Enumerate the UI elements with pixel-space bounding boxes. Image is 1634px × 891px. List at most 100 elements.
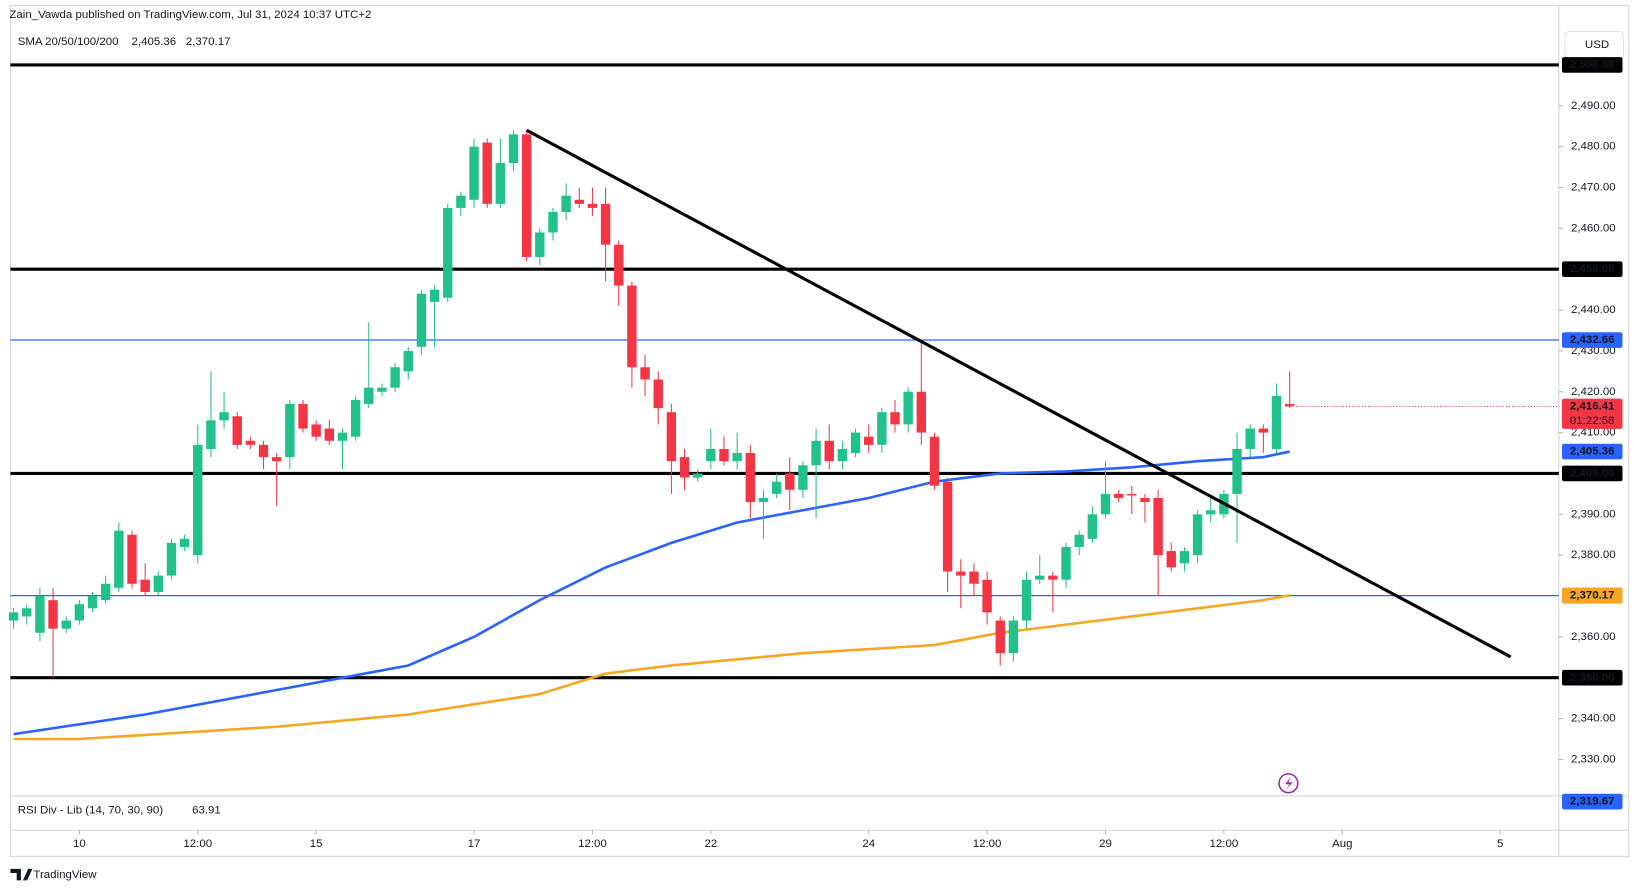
indicator-badge-label: 2,319.67 bbox=[1570, 796, 1615, 808]
y-tick-label: 2,390.00 bbox=[1571, 508, 1616, 520]
candle-body bbox=[535, 232, 545, 257]
candle-body bbox=[285, 404, 295, 458]
candle-body bbox=[666, 412, 677, 462]
x-tick-label: 12:00 bbox=[578, 838, 607, 850]
price-line-badge-label: 2,500.00 bbox=[1570, 59, 1615, 71]
candle-body bbox=[1140, 497, 1150, 503]
candle-body bbox=[863, 436, 874, 445]
candle-body bbox=[206, 420, 216, 449]
candle-body bbox=[258, 444, 269, 458]
candle-body bbox=[456, 195, 466, 208]
sma-line bbox=[13, 594, 1290, 741]
candle-body bbox=[916, 391, 927, 433]
candle-body bbox=[719, 448, 729, 462]
candle-body bbox=[232, 416, 242, 445]
candle-body bbox=[324, 428, 335, 441]
candle-body bbox=[403, 350, 413, 372]
frame bbox=[9, 4, 1630, 857]
candle-body bbox=[574, 199, 584, 204]
candle-body bbox=[193, 444, 203, 556]
candle-body bbox=[179, 538, 190, 548]
candle-body bbox=[495, 162, 506, 204]
candle-body bbox=[1035, 575, 1045, 580]
candle-body bbox=[929, 436, 940, 486]
candle-body bbox=[995, 620, 1005, 654]
candle-body bbox=[837, 448, 848, 462]
candle-body bbox=[798, 465, 808, 490]
candle-body bbox=[679, 457, 690, 478]
y-tick-label: 2,380.00 bbox=[1571, 549, 1616, 561]
candle-body bbox=[8, 612, 19, 621]
alert-icon[interactable] bbox=[1278, 773, 1299, 794]
candle-body bbox=[74, 604, 85, 621]
candle-body bbox=[640, 367, 650, 380]
trendline bbox=[525, 128, 1512, 659]
candle-body bbox=[272, 457, 282, 462]
candle-body bbox=[1232, 448, 1242, 494]
candle-body bbox=[377, 387, 387, 392]
candle-body bbox=[653, 379, 663, 409]
candle-body bbox=[1008, 620, 1019, 654]
candle-body bbox=[1127, 493, 1137, 496]
brand-logo bbox=[10, 868, 33, 881]
x-tick-label: 12:00 bbox=[183, 838, 212, 850]
y-tick-label: 2,480.00 bbox=[1571, 141, 1616, 153]
candle-body bbox=[942, 481, 953, 572]
price-line-badge bbox=[1561, 332, 1623, 348]
candle-body bbox=[1021, 579, 1032, 621]
candle-body bbox=[877, 412, 887, 445]
y-tick-label: 2,470.00 bbox=[1571, 182, 1616, 194]
candle-body bbox=[87, 596, 98, 609]
price-line-badge-label: 2,432.66 bbox=[1570, 334, 1615, 346]
indicator-label: SMA 20/50/100/200 bbox=[18, 36, 119, 48]
candle-body bbox=[469, 146, 479, 200]
candle-body bbox=[1179, 551, 1190, 564]
candle-body bbox=[22, 608, 32, 617]
candle-body bbox=[311, 424, 321, 437]
sma-line bbox=[13, 450, 1290, 736]
brand: TradingView bbox=[33, 869, 97, 881]
candle-body bbox=[1153, 497, 1163, 556]
candle-body bbox=[1048, 575, 1058, 580]
candle-body bbox=[127, 534, 137, 584]
sma-badge bbox=[1561, 443, 1623, 460]
candle-body bbox=[521, 134, 532, 257]
candle-body bbox=[956, 571, 966, 576]
y-tick-label: 2,340.00 bbox=[1571, 713, 1616, 725]
price-line-badge bbox=[1561, 669, 1623, 686]
x-tick-label: 10 bbox=[73, 838, 86, 850]
countdown: 01:22:58 bbox=[1570, 415, 1615, 427]
candle-body bbox=[561, 195, 571, 213]
candle-body bbox=[416, 293, 427, 347]
candle-body bbox=[153, 575, 164, 592]
x-tick-label: 15 bbox=[310, 838, 323, 850]
sma-badge-label: 2,405.36 bbox=[1570, 446, 1615, 458]
x-tick-label: 22 bbox=[704, 838, 717, 850]
y-tick-label: 2,430.00 bbox=[1571, 345, 1616, 357]
indicator-badge bbox=[1561, 793, 1623, 810]
candle-body bbox=[429, 289, 440, 302]
currency: USD bbox=[1585, 39, 1609, 51]
candle-body bbox=[1113, 493, 1124, 498]
candle-body bbox=[587, 203, 598, 208]
candle-body bbox=[48, 600, 58, 629]
x-tick-label: 24 bbox=[862, 838, 875, 850]
x-tick-label: 12:00 bbox=[973, 838, 1002, 850]
candle-body bbox=[508, 134, 519, 163]
candle-body bbox=[1100, 493, 1111, 515]
candle-body bbox=[482, 142, 492, 204]
candle-body bbox=[614, 244, 624, 286]
rsi-value: 63.91 bbox=[192, 804, 221, 816]
candle-body bbox=[824, 440, 834, 462]
y-tick-label: 2,460.00 bbox=[1571, 222, 1616, 234]
price-line-badge-label: 2,450.00 bbox=[1570, 263, 1615, 275]
candle-body bbox=[903, 391, 913, 425]
candle-body bbox=[811, 440, 821, 466]
price-line-badge-label: 2,350.00 bbox=[1570, 672, 1615, 684]
candle-body bbox=[758, 497, 769, 503]
legend-value: 2,405.36 bbox=[132, 36, 177, 48]
sma-badge-label: 2,370.17 bbox=[1570, 589, 1615, 601]
candle-body bbox=[140, 579, 150, 592]
candle-body bbox=[850, 432, 861, 454]
